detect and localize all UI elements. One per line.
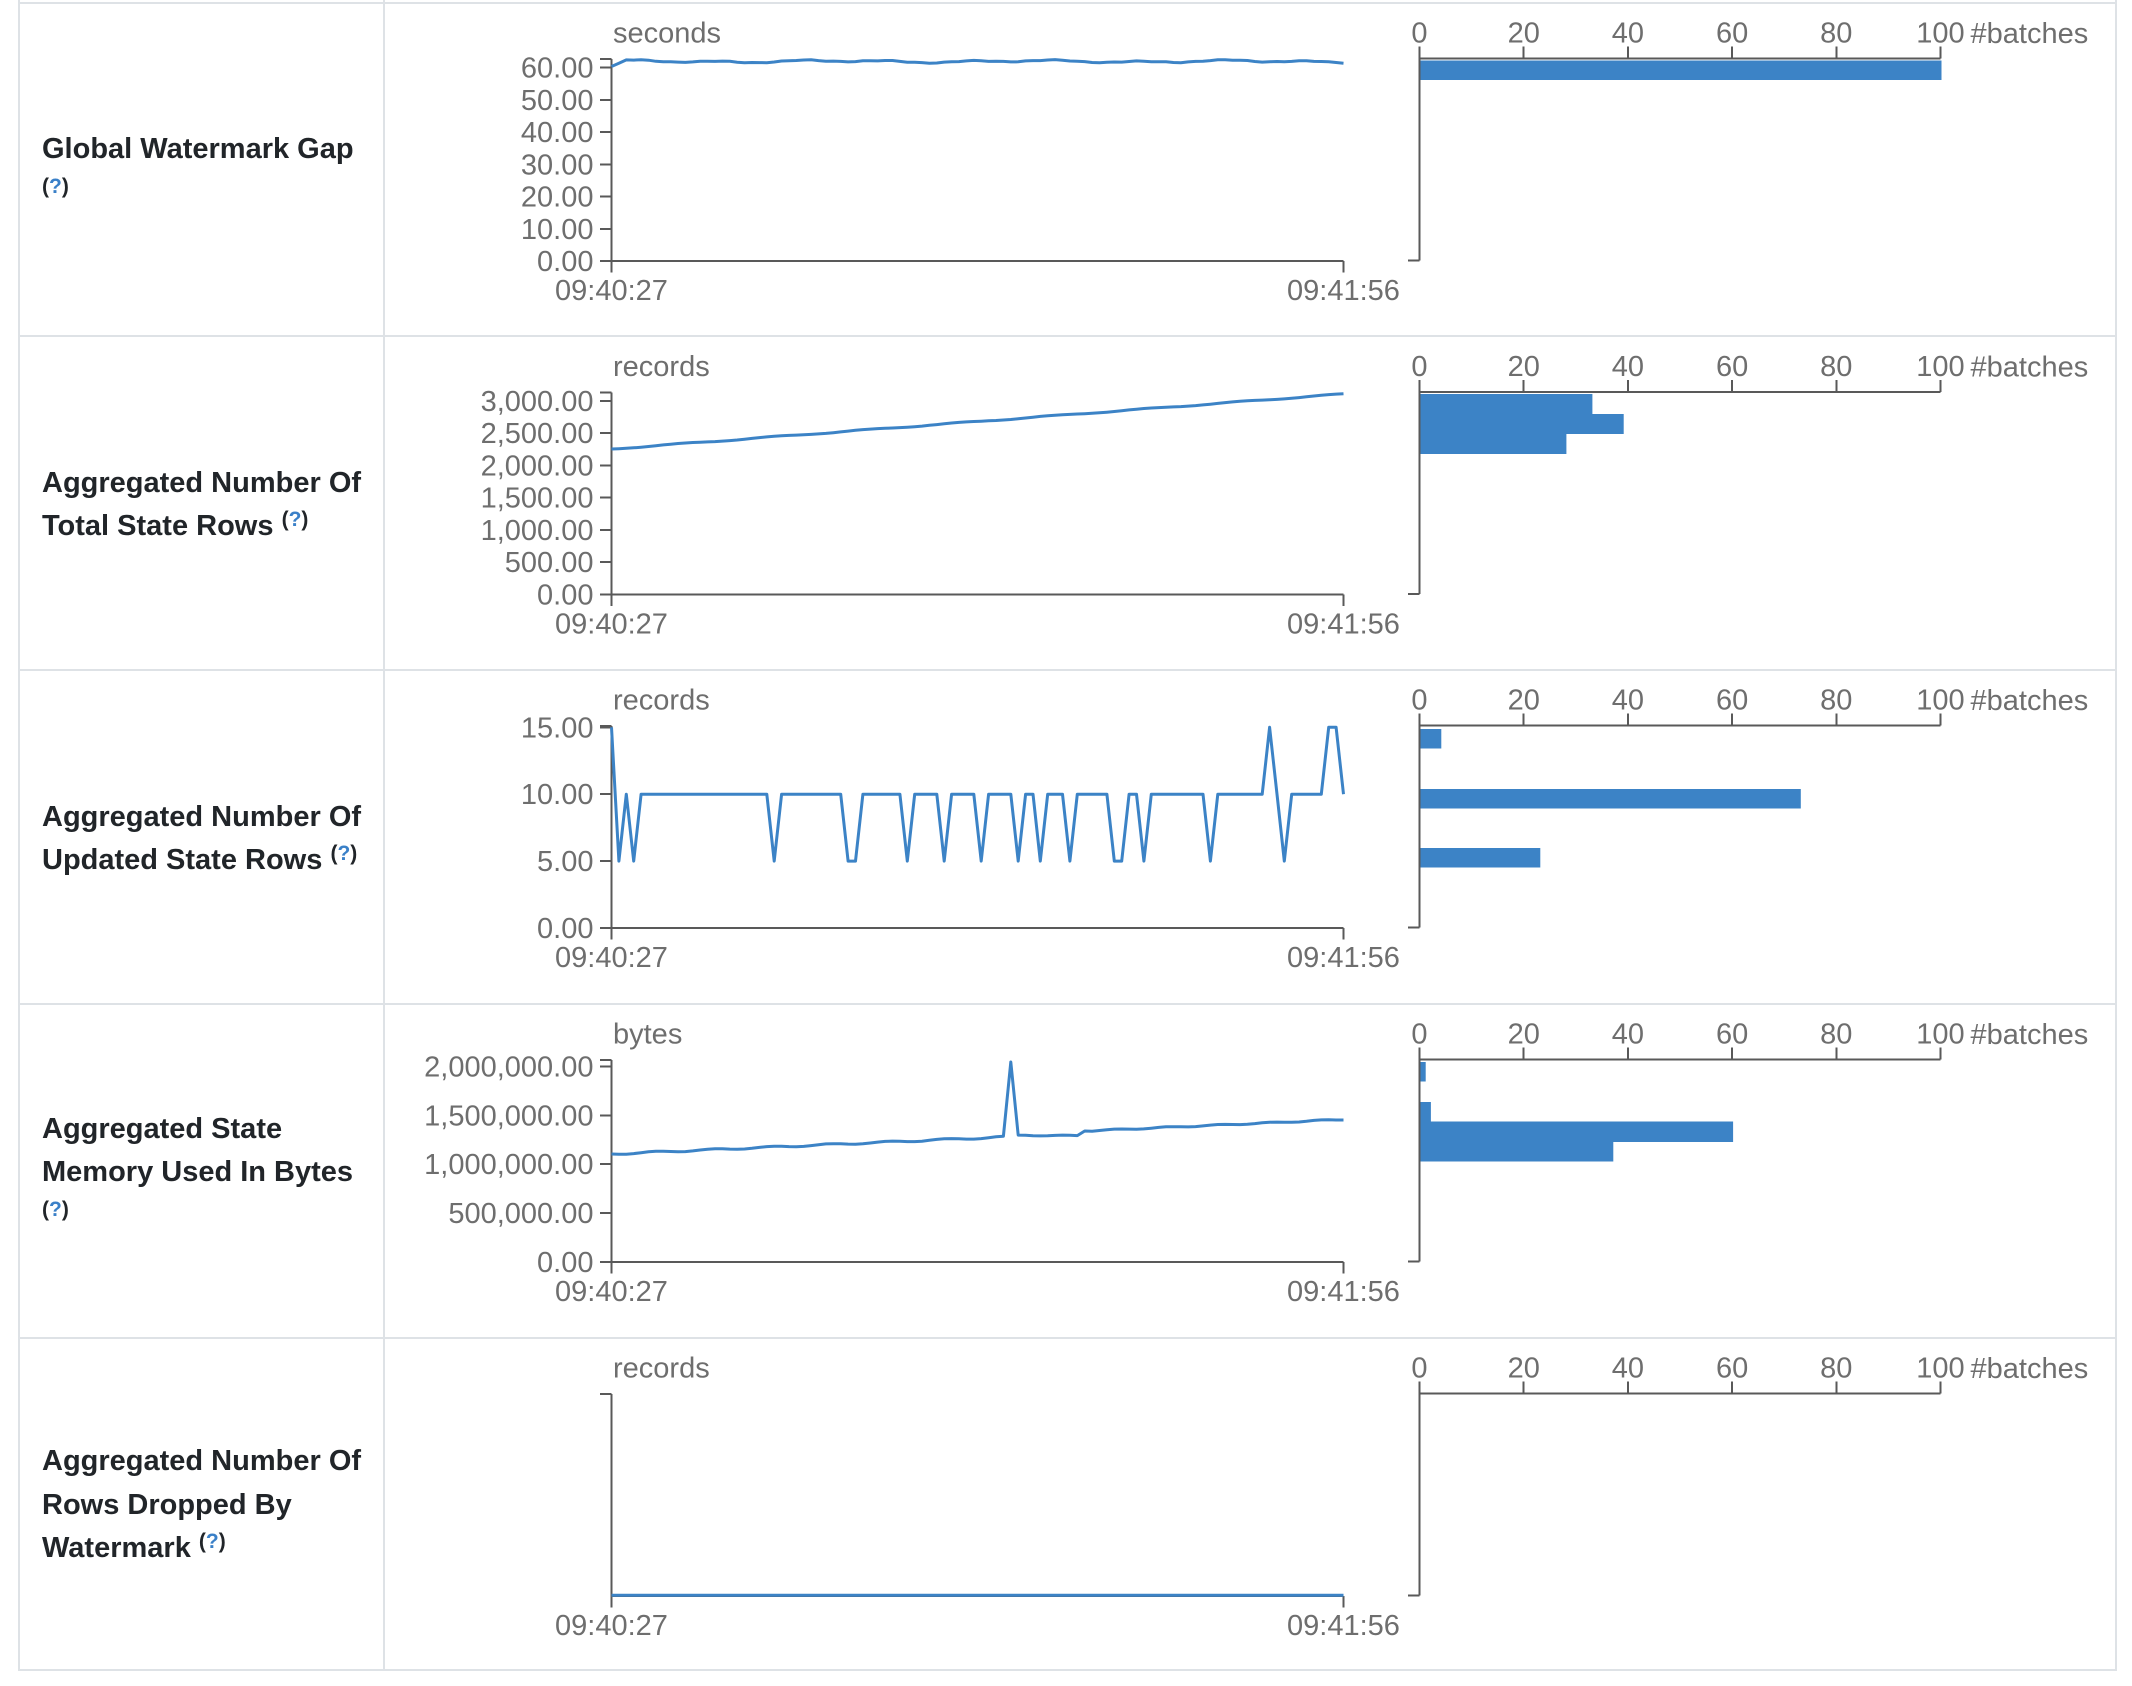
svg-text:100: 100 xyxy=(1916,1353,1964,1385)
svg-text:20: 20 xyxy=(1508,1019,1540,1051)
svg-text:1,500,000.00: 1,500,000.00 xyxy=(424,1100,593,1132)
svg-text:0.00: 0.00 xyxy=(537,913,593,945)
svg-text:1,500.00: 1,500.00 xyxy=(481,483,594,515)
svg-text:0: 0 xyxy=(1411,1019,1427,1051)
svg-text:records: records xyxy=(613,351,710,383)
svg-text:#batches: #batches xyxy=(1971,1019,2089,1051)
svg-text:100: 100 xyxy=(1916,351,1964,383)
svg-text:09:41:56: 09:41:56 xyxy=(1287,942,1400,974)
svg-text:0: 0 xyxy=(1411,351,1427,383)
svg-text:100: 100 xyxy=(1916,685,1964,717)
svg-text:10.00: 10.00 xyxy=(521,214,594,246)
svg-text:40: 40 xyxy=(1612,1019,1644,1051)
svg-text:20: 20 xyxy=(1508,1353,1540,1385)
svg-text:50.00: 50.00 xyxy=(521,85,594,117)
svg-text:09:40:27: 09:40:27 xyxy=(555,1276,668,1308)
svg-text:1,000.00: 1,000.00 xyxy=(481,515,594,547)
svg-text:20: 20 xyxy=(1508,351,1540,383)
svg-text:seconds: seconds xyxy=(613,18,721,50)
svg-text:#batches: #batches xyxy=(1971,1353,2089,1385)
svg-text:60: 60 xyxy=(1716,351,1748,383)
svg-text:0: 0 xyxy=(1411,18,1427,50)
svg-text:60: 60 xyxy=(1716,18,1748,50)
svg-text:5.00: 5.00 xyxy=(537,846,593,878)
svg-text:60: 60 xyxy=(1716,685,1748,717)
svg-text:#batches: #batches xyxy=(1971,352,2089,384)
svg-text:100: 100 xyxy=(1916,18,1964,50)
svg-text:60: 60 xyxy=(1716,1353,1748,1385)
svg-text:09:40:27: 09:40:27 xyxy=(555,275,668,307)
svg-text:0.00: 0.00 xyxy=(537,246,593,278)
svg-text:#batches: #batches xyxy=(1971,685,2089,717)
svg-text:40: 40 xyxy=(1612,685,1644,717)
svg-text:100: 100 xyxy=(1916,1019,1964,1051)
svg-text:09:40:27: 09:40:27 xyxy=(555,609,668,641)
svg-text:09:41:56: 09:41:56 xyxy=(1287,1610,1400,1642)
svg-text:80: 80 xyxy=(1820,1019,1852,1051)
svg-text:40: 40 xyxy=(1612,351,1644,383)
svg-text:09:41:56: 09:41:56 xyxy=(1287,609,1400,641)
svg-text:20: 20 xyxy=(1508,685,1540,717)
svg-text:09:40:27: 09:40:27 xyxy=(555,942,668,974)
svg-text:10.00: 10.00 xyxy=(521,779,594,811)
svg-text:records: records xyxy=(613,1353,710,1385)
svg-text:60: 60 xyxy=(1716,1019,1748,1051)
svg-text:09:41:56: 09:41:56 xyxy=(1287,275,1400,307)
svg-text:2,000.00: 2,000.00 xyxy=(481,450,594,482)
svg-text:09:41:56: 09:41:56 xyxy=(1287,1276,1400,1308)
svg-text:15.00: 15.00 xyxy=(521,712,594,744)
svg-text:60.00: 60.00 xyxy=(521,53,594,85)
svg-text:0.00: 0.00 xyxy=(537,1247,593,1279)
svg-text:40: 40 xyxy=(1612,1353,1644,1385)
svg-text:#batches: #batches xyxy=(1971,18,2089,50)
svg-text:20: 20 xyxy=(1508,18,1540,50)
svg-text:40: 40 xyxy=(1612,18,1644,50)
svg-text:records: records xyxy=(613,685,710,717)
svg-text:80: 80 xyxy=(1820,1353,1852,1385)
svg-text:40.00: 40.00 xyxy=(521,117,594,149)
svg-text:2,000,000.00: 2,000,000.00 xyxy=(424,1051,593,1083)
svg-text:80: 80 xyxy=(1820,685,1852,717)
svg-text:3,000.00: 3,000.00 xyxy=(481,386,594,418)
svg-text:2,500.00: 2,500.00 xyxy=(481,418,594,450)
svg-text:80: 80 xyxy=(1820,18,1852,50)
svg-text:0: 0 xyxy=(1411,1353,1427,1385)
svg-text:500,000.00: 500,000.00 xyxy=(448,1198,593,1230)
svg-text:bytes: bytes xyxy=(613,1019,682,1051)
svg-text:1,000,000.00: 1,000,000.00 xyxy=(424,1149,593,1181)
svg-text:0.00: 0.00 xyxy=(537,580,593,612)
svg-text:20.00: 20.00 xyxy=(521,182,594,214)
svg-text:0: 0 xyxy=(1411,685,1427,717)
svg-text:30.00: 30.00 xyxy=(521,149,594,181)
svg-text:500.00: 500.00 xyxy=(505,547,594,579)
svg-text:09:40:27: 09:40:27 xyxy=(555,1610,668,1642)
svg-text:80: 80 xyxy=(1820,351,1852,383)
